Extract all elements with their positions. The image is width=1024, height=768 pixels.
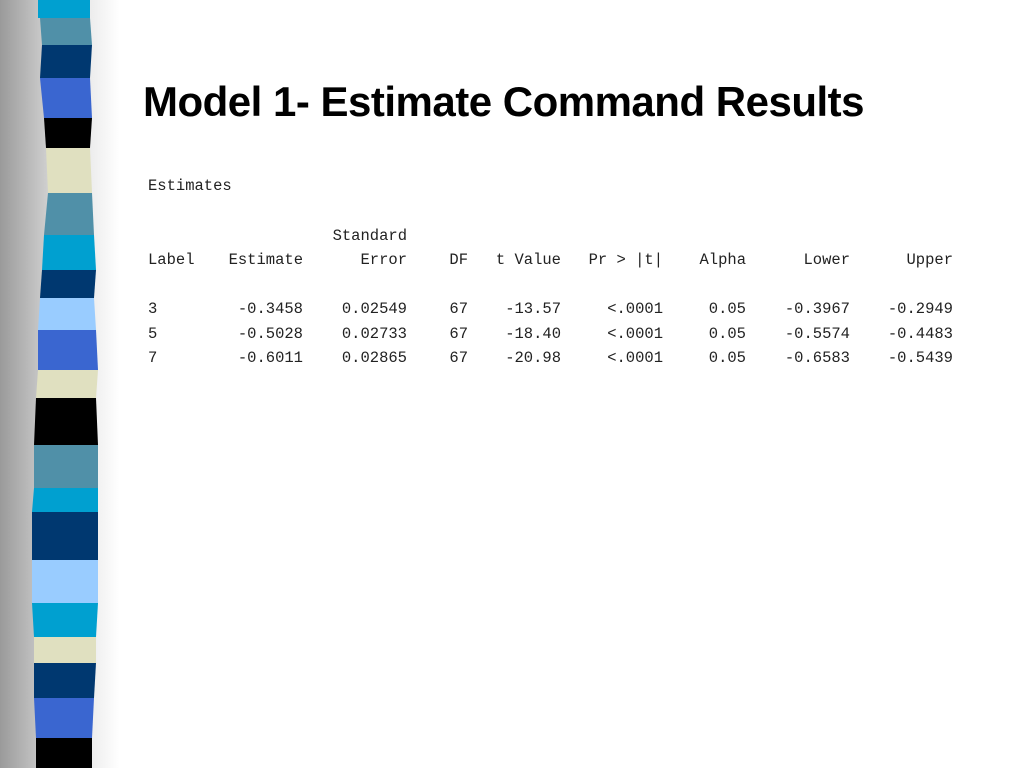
- table-cell: 3: [148, 300, 158, 318]
- section-label: Estimates: [148, 177, 232, 195]
- table-cell: -18.40: [505, 324, 561, 343]
- table-cell: 0.02733: [341, 324, 407, 343]
- column-header: Label: [148, 251, 195, 269]
- table-cell: 0.02865: [341, 349, 407, 367]
- column-header: Estimate: [228, 251, 303, 269]
- table-cell: 67: [449, 300, 468, 318]
- column-header: t Value: [495, 251, 561, 269]
- table-cell: -0.5574: [784, 324, 850, 343]
- table-cell: -0.6583: [784, 349, 850, 367]
- table-cell: -13.57: [505, 300, 561, 318]
- table-cell: <.0001: [607, 300, 663, 318]
- table-cell: 0.05: [708, 300, 746, 318]
- table-cell: 7: [148, 349, 158, 367]
- column-header: Alpha: [699, 251, 746, 269]
- column-header: Lower: [803, 251, 850, 269]
- column-header: Error: [360, 251, 407, 269]
- table-cell: -0.3967: [784, 300, 850, 318]
- table-cell: -20.98: [505, 349, 561, 367]
- table-cell: 0.05: [708, 324, 746, 343]
- table-cell: -0.6011: [237, 349, 303, 367]
- slide-title: Model 1- Estimate Command Results: [143, 78, 864, 125]
- column-header: Standard: [332, 226, 407, 245]
- table-cell: -0.5028: [237, 324, 303, 343]
- table-cell: -0.3458: [237, 300, 303, 318]
- table-cell: 67: [449, 349, 468, 367]
- table-cell: 67: [449, 324, 468, 343]
- table-cell: -0.5439: [887, 349, 953, 367]
- table-cell: <.0001: [607, 349, 663, 367]
- table-cell: -0.4483: [887, 324, 953, 343]
- table-cell: 5: [148, 324, 158, 343]
- table-cell: 0.02549: [341, 300, 407, 318]
- table-cell: 0.05: [708, 349, 746, 367]
- column-header: Upper: [906, 251, 953, 269]
- column-header: Pr > |t|: [588, 251, 663, 269]
- decorative-strip: [32, 0, 98, 768]
- table-cell: <.0001: [607, 324, 663, 343]
- column-header: DF: [449, 251, 468, 269]
- table-cell: -0.2949: [887, 300, 953, 318]
